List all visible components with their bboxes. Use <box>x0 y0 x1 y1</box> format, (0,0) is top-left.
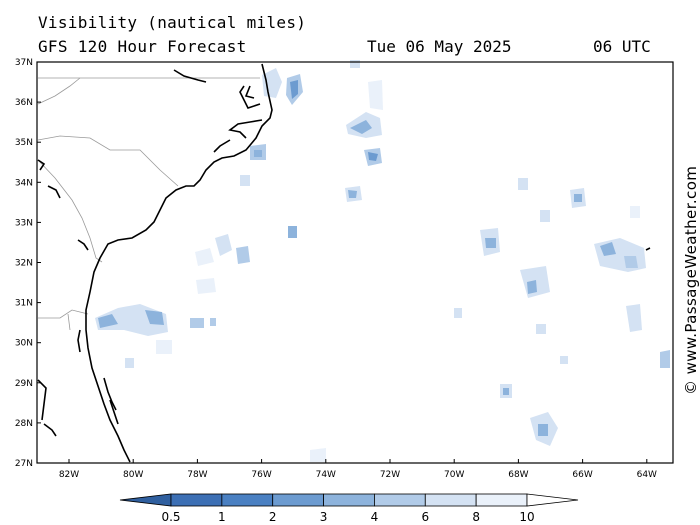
latitude-tick-label: 31N <box>15 299 33 309</box>
latitude-tick-label: 35N <box>15 138 33 148</box>
colorbar-label: 0.5 <box>161 510 180 524</box>
longitude-tick-label: 68W <box>508 470 528 480</box>
longitude-tick-label: 64W <box>637 470 657 480</box>
colorbar-segment <box>374 493 426 507</box>
colorbar-label: 4 <box>371 510 379 524</box>
longitude-tick-label: 80W <box>123 470 143 480</box>
latitude-tick-label: 32N <box>15 259 33 269</box>
latitude-tick-label: 29N <box>15 379 33 389</box>
forecast-time: 06 UTC <box>593 37 651 56</box>
latitude-axis: 37N 36N 35N 34N 33N 32N 31N 30N 29N 28N 27N <box>15 58 41 469</box>
longitude-tick-label: 72W <box>380 470 400 480</box>
colorbar-label: 1 <box>218 510 226 524</box>
latitude-tick-label: 37N <box>15 58 33 68</box>
colorbar-high-end <box>526 493 579 507</box>
visibility-colorbar: 0.5 1 2 3 4 6 8 10 <box>119 493 579 524</box>
colorbar-label: 6 <box>421 510 429 524</box>
longitude-axis: 82W 80W 78W 76W 74W 72W 70W 68W 66W 64W <box>59 459 657 480</box>
longitude-tick-label: 66W <box>572 470 592 480</box>
colorbar-label: 3 <box>320 510 328 524</box>
colorbar-segment <box>424 493 477 507</box>
colorbar-label: 8 <box>472 510 480 524</box>
map-title: Visibility (nautical miles) <box>38 13 307 32</box>
colorbar-segment <box>170 493 223 507</box>
colorbar-label: 10 <box>519 510 534 524</box>
latitude-tick-label: 30N <box>15 339 33 349</box>
forecast-subtitle: GFS 120 Hour Forecast <box>38 37 247 56</box>
longitude-tick-label: 74W <box>316 470 336 480</box>
longitude-tick-label: 70W <box>444 470 464 480</box>
colorbar-segment <box>475 493 528 507</box>
credit-text: © www.PassageWeather.com <box>682 165 700 395</box>
colorbar-segment <box>272 493 324 507</box>
state-borders <box>37 77 260 331</box>
colorbar-label: 2 <box>269 510 277 524</box>
colorbar-segment <box>323 493 375 507</box>
latitude-tick-label: 33N <box>15 218 33 228</box>
latitude-tick-label: 36N <box>15 98 33 108</box>
coastline <box>37 63 651 463</box>
colorbar-segment <box>221 493 274 507</box>
latitude-tick-label: 34N <box>15 178 33 188</box>
longitude-tick-label: 76W <box>251 470 271 480</box>
colorbar-low-end <box>119 493 172 507</box>
latitude-tick-label: 27N <box>15 459 33 469</box>
longitude-tick-label: 78W <box>187 470 207 480</box>
forecast-date: Tue 06 May 2025 <box>367 37 512 56</box>
longitude-tick-label: 82W <box>59 470 79 480</box>
visibility-shading <box>95 60 670 462</box>
latitude-tick-label: 28N <box>15 419 33 429</box>
